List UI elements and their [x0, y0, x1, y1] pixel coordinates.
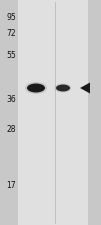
- Ellipse shape: [56, 85, 70, 92]
- Ellipse shape: [27, 83, 45, 92]
- Bar: [18, 0, 88, 225]
- Text: 72: 72: [6, 29, 16, 38]
- Text: 17: 17: [6, 180, 16, 189]
- Text: 28: 28: [6, 126, 16, 135]
- Ellipse shape: [25, 82, 47, 94]
- Text: 55: 55: [6, 50, 16, 59]
- Text: 95: 95: [6, 14, 16, 22]
- Ellipse shape: [55, 83, 72, 92]
- Polygon shape: [80, 83, 90, 94]
- Text: 36: 36: [6, 95, 16, 104]
